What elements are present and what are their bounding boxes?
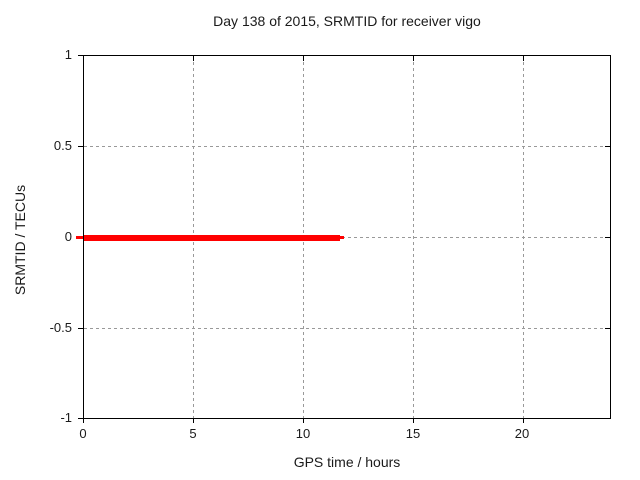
gridline-h-0 <box>84 237 610 238</box>
ytick-label-m0p5: -0.5 <box>49 320 72 335</box>
xtick-label-20: 20 <box>514 426 530 441</box>
xtick-label-15: 15 <box>405 426 421 441</box>
chart-title: Day 138 of 2015, SRMTID for receiver vig… <box>213 13 481 29</box>
tick-right-0p5 <box>605 146 610 147</box>
gridline-h-m0p5 <box>84 328 610 329</box>
ytick-label-1: 1 <box>64 47 72 62</box>
tick-right-m0p5 <box>605 328 610 329</box>
tick-left-m1 <box>78 418 83 419</box>
tick-left-m0p5 <box>78 328 83 329</box>
y-axis-label: SRMTID / TECUs <box>12 184 28 296</box>
tick-left-0p5 <box>78 146 83 147</box>
tick-top-20 <box>523 56 524 61</box>
tick-top-15 <box>413 56 414 61</box>
ytick-label-m1: -1 <box>60 410 72 425</box>
series-srmtid-end-nub <box>340 236 344 239</box>
x-axis-label: GPS time / hours <box>293 454 401 470</box>
series-srmtid-left-stub <box>76 236 83 239</box>
series-srmtid-line <box>84 235 340 241</box>
tick-left-1 <box>78 55 83 56</box>
plot-area-border <box>83 55 611 419</box>
tick-bottom-0 <box>83 419 84 423</box>
xtick-label-5: 5 <box>189 426 197 441</box>
tick-bottom-5 <box>193 419 194 423</box>
xtick-label-0: 0 <box>79 426 87 441</box>
tick-top-10 <box>303 56 304 61</box>
ytick-label-0p5: 0.5 <box>53 138 72 153</box>
gridline-h-0p5 <box>84 146 610 147</box>
tick-bottom-20 <box>523 419 524 423</box>
tick-bottom-15 <box>413 419 414 423</box>
tick-bottom-10 <box>303 419 304 423</box>
tick-top-5 <box>193 56 194 61</box>
tick-right-0 <box>605 237 610 238</box>
xtick-label-10: 10 <box>295 426 311 441</box>
ytick-label-0: 0 <box>64 229 72 244</box>
